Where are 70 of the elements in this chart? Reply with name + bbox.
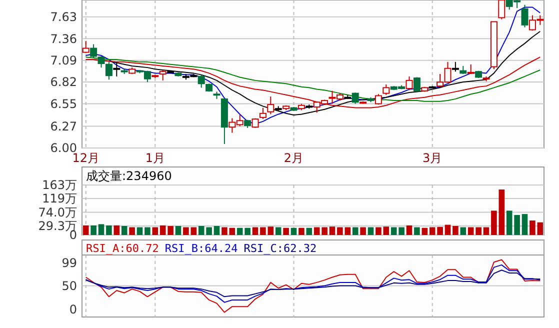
- bar: [414, 227, 420, 235]
- bar: [422, 228, 428, 235]
- y-tick-label: 7.63: [50, 10, 77, 24]
- bar: [522, 214, 528, 235]
- candlestick: [252, 118, 259, 128]
- y-tick-label: 6.27: [50, 119, 77, 134]
- text: RSI_A:60.72: [86, 242, 159, 255]
- candlestick: [352, 92, 359, 104]
- bar: [283, 228, 289, 235]
- bar: [452, 226, 458, 235]
- y-tick-label: 7.36: [50, 32, 77, 46]
- bar: [90, 225, 96, 235]
- x-tick-label: 12月: [72, 151, 100, 165]
- bar: [144, 227, 150, 235]
- y-tick-label: 6.55: [50, 96, 77, 111]
- bar: [483, 227, 490, 235]
- candlestick: [105, 61, 112, 80]
- candlestick: [198, 74, 205, 88]
- candlestick: [159, 69, 166, 81]
- y-tick-label: 50: [62, 278, 77, 293]
- x-tick-label: 1月: [145, 151, 165, 165]
- bar: [275, 227, 282, 235]
- bar: [306, 228, 312, 235]
- bar: [129, 227, 135, 235]
- bar: [214, 226, 220, 235]
- bar: [98, 224, 104, 235]
- bar: [82, 225, 89, 235]
- bar: [106, 225, 112, 235]
- bar: [444, 224, 451, 235]
- candlestick: [382, 84, 390, 96]
- x-tick-label: 3月: [422, 151, 442, 165]
- bar: [360, 227, 366, 235]
- bar: [530, 220, 536, 235]
- bar: [537, 222, 544, 235]
- bar: [368, 227, 374, 235]
- line-series: [85, 264, 541, 303]
- text: RSI_C:62.32: [244, 242, 317, 255]
- candlestick: [521, 4, 528, 28]
- candlestick: [267, 96, 274, 115]
- candlestick: [259, 107, 266, 120]
- y-tick-label: 6.82: [50, 75, 77, 90]
- bar: [290, 228, 297, 235]
- chart-title: 成交量:234960: [86, 169, 172, 183]
- bar: [406, 225, 412, 235]
- bar: [121, 226, 128, 235]
- text: RSI_B:64.24: [164, 242, 238, 255]
- candlestick: [452, 61, 459, 72]
- y-tick-label: 7.09: [50, 54, 77, 68]
- candlestick: [406, 76, 413, 91]
- bar: [460, 227, 466, 235]
- x-tick-label: 2月: [284, 151, 304, 165]
- candlestick: [113, 61, 120, 77]
- y-tick-label: 163万: [42, 178, 77, 192]
- bar: [298, 228, 304, 235]
- candlestick: [374, 94, 382, 106]
- line-series: [85, 270, 541, 298]
- bar: [252, 227, 258, 235]
- candlestick: [413, 76, 420, 92]
- bar: [329, 226, 336, 235]
- y-tick-label: 119万: [42, 192, 77, 206]
- line-series: [85, 259, 541, 313]
- y-tick-label: 99: [62, 256, 77, 270]
- bar: [352, 227, 358, 235]
- bar: [175, 226, 182, 235]
- y-tick-label: 0: [69, 302, 77, 317]
- bar: [152, 227, 158, 235]
- line-series: [85, 6, 541, 124]
- y-tick-label: 74.0万: [38, 206, 77, 220]
- bar: [136, 227, 143, 235]
- bar: [114, 225, 120, 235]
